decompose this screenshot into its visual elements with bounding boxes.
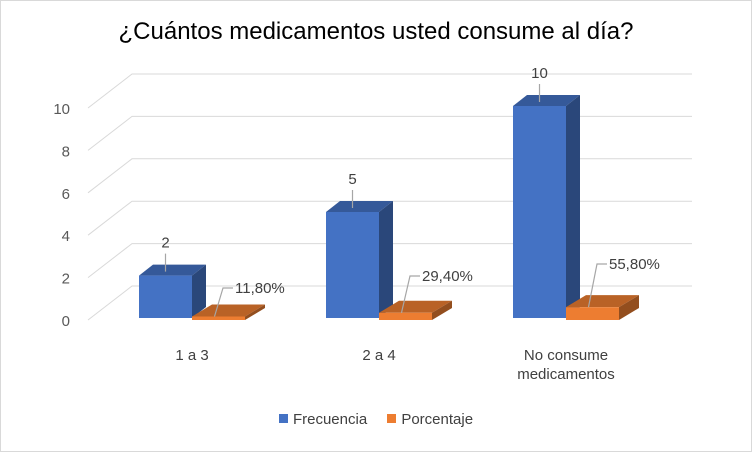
y-tick-label-1: 2 bbox=[62, 271, 70, 288]
bar-porcentaje-0 bbox=[192, 316, 245, 320]
data-label-porcentaje-2: 55,80% bbox=[609, 256, 660, 273]
legend-item-porcentaje: Porcentaje bbox=[387, 411, 473, 428]
y-tick-label-2: 4 bbox=[62, 228, 70, 245]
bar-frecuencia-1 bbox=[326, 212, 379, 318]
data-label-porcentaje-1: 29,40% bbox=[422, 268, 473, 285]
bar-porcentaje-1 bbox=[379, 312, 432, 320]
bar-frecuencia-0 bbox=[139, 275, 192, 318]
data-label-frecuencia-2: 10 bbox=[531, 65, 548, 82]
bar-frecuencia-0-side bbox=[192, 264, 206, 318]
y-tick-label-4: 8 bbox=[62, 143, 70, 160]
x-category-label-0: 1 a 3 bbox=[175, 347, 208, 364]
legend-swatch-porcentaje bbox=[387, 414, 397, 423]
bar-porcentaje-2-side bbox=[619, 295, 639, 320]
gridline-1 bbox=[87, 243, 692, 278]
leader-porcentaje-2 bbox=[587, 263, 607, 308]
bar-frecuencia-2-top bbox=[513, 95, 580, 106]
x-category-label-2: No consume medicamentos bbox=[517, 347, 615, 383]
gridline-2 bbox=[87, 200, 692, 236]
bar-porcentaje-2 bbox=[566, 307, 619, 320]
chart-title: ¿Cuántos medicamentos usted consume al d… bbox=[118, 18, 634, 45]
legend-label-frecuencia: Frecuencia bbox=[292, 411, 368, 428]
legend-item-frecuencia: Frecuencia bbox=[278, 411, 368, 428]
bar-porcentaje-0-top bbox=[192, 304, 265, 317]
gridline-5 bbox=[87, 73, 692, 109]
bar-frecuencia-1-side bbox=[379, 201, 393, 318]
data-label-porcentaje-0: 11,80% bbox=[235, 280, 285, 297]
y-tick-label-0: 0 bbox=[62, 313, 70, 330]
bar-frecuencia-0-top bbox=[139, 264, 206, 276]
bar-porcentaje-2-top bbox=[566, 295, 639, 308]
gridline-4 bbox=[87, 115, 692, 151]
legend: Frecuencia Porcentaje bbox=[0, 411, 752, 428]
y-tick-label-5: 10 bbox=[53, 101, 70, 118]
data-label-frecuencia-1: 5 bbox=[348, 171, 356, 188]
gridline-0 bbox=[87, 285, 692, 321]
x-category-label-1: 2 a 4 bbox=[362, 347, 395, 364]
gridline-3 bbox=[87, 158, 692, 194]
bar-porcentaje-0-side bbox=[245, 304, 265, 320]
y-tick-label-3: 6 bbox=[62, 186, 70, 203]
bar-frecuencia-2 bbox=[513, 106, 566, 318]
legend-swatch-frecuencia bbox=[278, 414, 288, 423]
bar-porcentaje-1-side bbox=[432, 300, 452, 320]
bar-frecuencia-1-top bbox=[326, 201, 393, 212]
data-label-frecuencia-0: 2 bbox=[161, 235, 169, 252]
leader-porcentaje-1 bbox=[400, 275, 420, 313]
legend-label-porcentaje: Porcentaje bbox=[401, 411, 474, 428]
bar-porcentaje-1-top bbox=[379, 300, 452, 313]
leader-porcentaje-0 bbox=[213, 287, 233, 317]
bar-frecuencia-2-side bbox=[566, 95, 580, 318]
